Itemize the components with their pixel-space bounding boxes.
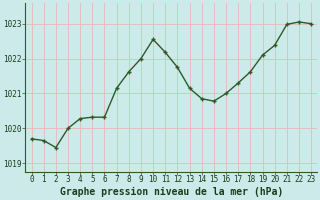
- X-axis label: Graphe pression niveau de la mer (hPa): Graphe pression niveau de la mer (hPa): [60, 187, 283, 197]
